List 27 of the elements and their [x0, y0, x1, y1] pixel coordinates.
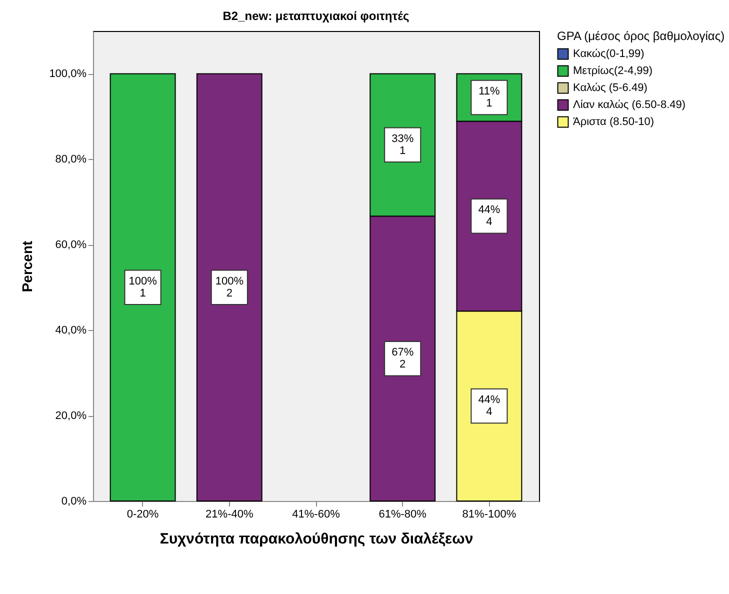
x-axis-title: Συχνότητα παρακολούθησης των διαλέξεων — [160, 530, 474, 548]
x-tick-label: 81%-100% — [462, 508, 516, 520]
y-tick-label: 40,0% — [55, 324, 87, 337]
data-label: 100% 2 — [215, 275, 244, 300]
legend-label: Καλώς (5-6.49) — [573, 82, 648, 94]
legend-title: GPA (μέσος όρος βαθμολογίας) — [557, 29, 725, 43]
legend-label: Κακώς(0-1,99) — [573, 48, 644, 60]
data-label: 33% 1 — [392, 132, 414, 157]
y-tick-label: 80,0% — [55, 154, 87, 166]
data-label: 11% 1 — [478, 86, 500, 110]
x-tick-label: 21%-40% — [206, 508, 254, 520]
chart-title: B2_new: μεταπτυχιακοί φοιτητές — [222, 9, 410, 23]
legend-label: Λίαν καλώς (6.50-8.49) — [573, 99, 686, 111]
x-tick-label: 0-20% — [126, 508, 159, 520]
y-tick-label: 0,0% — [61, 496, 87, 508]
data-label: 67% 2 — [392, 346, 414, 371]
y-tick-label: 100,0% — [49, 68, 87, 80]
y-axis-title: Percent — [19, 240, 36, 292]
data-label: 44% 4 — [478, 394, 500, 418]
data-label: 100% 1 — [128, 275, 158, 300]
legend-label: Μετρίως(2-4,99) — [573, 65, 653, 77]
y-tick-label: 60,0% — [55, 239, 87, 252]
legend-label: Άριστα (8.50-10) — [573, 116, 654, 128]
x-tick-label: 61%-80% — [378, 508, 427, 520]
x-tick-label: 41%-60% — [292, 508, 340, 520]
data-label: 44% 4 — [478, 204, 500, 228]
y-tick-label: 20,0% — [55, 410, 87, 422]
